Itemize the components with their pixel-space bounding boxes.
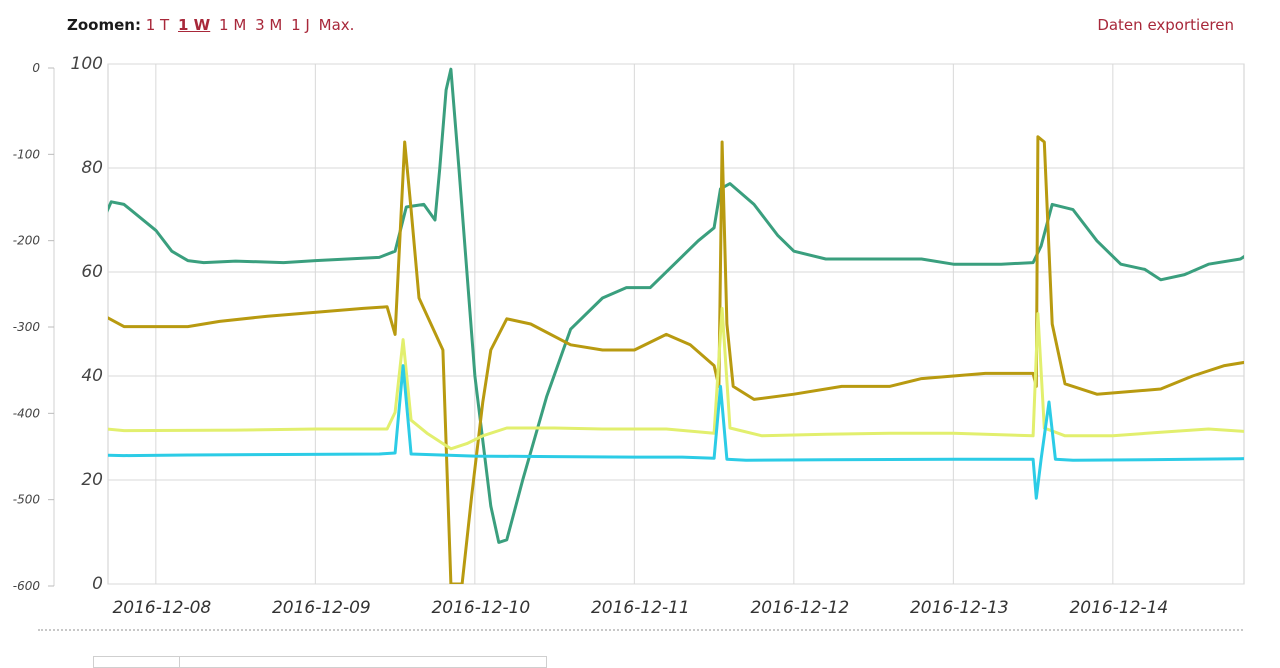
y-left-tick-label: 80 xyxy=(81,158,103,178)
y-secondary-tick-label: -100 xyxy=(13,147,41,161)
zoom-option-5[interactable]: Max. xyxy=(318,16,355,34)
zoom-option-4[interactable]: 1 J xyxy=(291,16,310,34)
zoom-toolbar: Zoomen: 1 T 1 W 1 M 3 M 1 J Max. xyxy=(67,16,358,34)
y-secondary-tick-label: -500 xyxy=(13,493,41,507)
zoom-option-0[interactable]: 1 T xyxy=(145,16,170,34)
y-left-tick-label: 60 xyxy=(81,262,103,282)
zoom-options: 1 T 1 W 1 M 3 M 1 J Max. xyxy=(146,16,359,34)
y-secondary-tick-label: -200 xyxy=(13,234,41,248)
plot-frame xyxy=(107,63,1245,585)
zoom-option-2[interactable]: 1 M xyxy=(219,16,247,34)
x-tick-label: 2016-12-13 xyxy=(910,598,1009,618)
y-left-tick-label: 40 xyxy=(81,366,103,386)
series-line-0 xyxy=(108,67,1244,544)
navigator-separator xyxy=(38,629,1243,631)
y-secondary-tick-label: -600 xyxy=(13,579,41,593)
x-tick-label: 2016-12-12 xyxy=(750,598,849,618)
x-tick-label: 2016-12-10 xyxy=(431,598,530,618)
zoom-option-1[interactable]: 1 W xyxy=(178,16,211,34)
navigator-range-box[interactable] xyxy=(93,656,547,668)
x-tick-label: 2016-12-14 xyxy=(1069,598,1168,618)
zoom-option-3[interactable]: 3 M xyxy=(255,16,283,34)
y-secondary-tick-label: -400 xyxy=(13,406,41,420)
export-data-link[interactable]: Daten exportieren xyxy=(1097,16,1234,34)
y-left-tick-label: 20 xyxy=(81,470,103,490)
series-line-1 xyxy=(108,135,1244,584)
series-line-3 xyxy=(108,364,1244,500)
zoom-label: Zoomen: xyxy=(67,16,141,34)
y-secondary-tick-label: 0 xyxy=(32,61,40,75)
series-line-2 xyxy=(108,306,1244,451)
x-tick-label: 2016-12-11 xyxy=(591,598,690,618)
grid xyxy=(107,63,1245,585)
axes: 0 20 40 60 80 100 0 -100 -200 -300 -400 -500 -600 201… xyxy=(13,54,1168,618)
x-tick-label: 2016-12-08 xyxy=(112,598,211,618)
y-secondary-tick-label: -300 xyxy=(13,320,41,334)
navigator-handle[interactable] xyxy=(179,656,180,668)
series-group xyxy=(108,67,1244,584)
y-left-tick-label: 100 xyxy=(71,54,103,74)
y-left-tick-label: 0 xyxy=(92,574,103,594)
x-tick-label: 2016-12-09 xyxy=(272,598,371,618)
